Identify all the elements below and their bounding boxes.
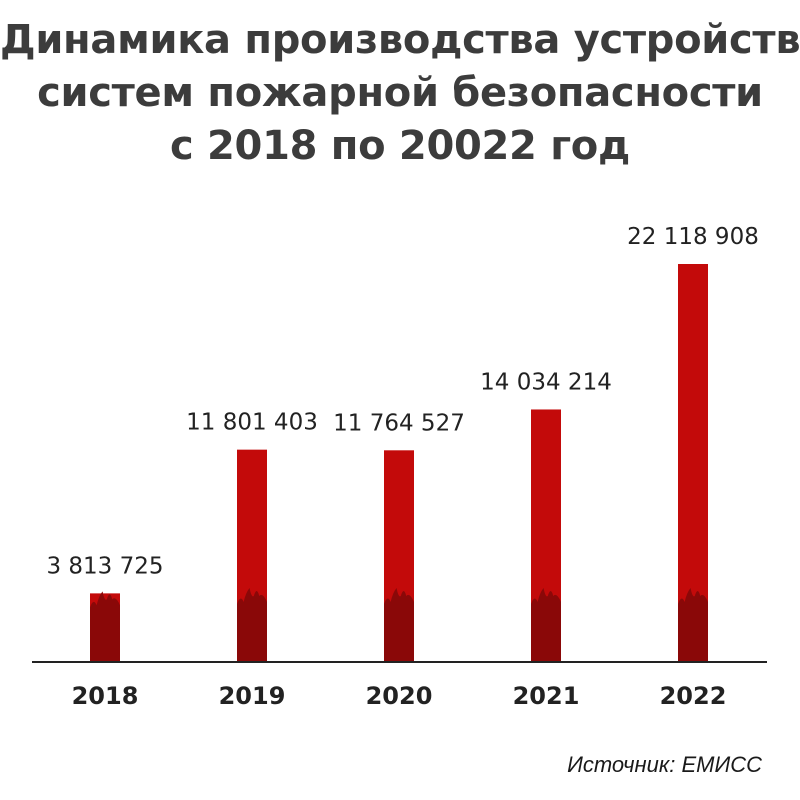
x-tick-label-2019: 2019 bbox=[219, 682, 286, 710]
bar-flame-2018 bbox=[90, 591, 120, 662]
bar-chart: 3 813 725 2018 11 801 403 2019 11 764 527 202… bbox=[32, 224, 767, 710]
bar-flame-2020 bbox=[384, 588, 414, 662]
value-label-2022: 22 118 908 bbox=[627, 224, 759, 250]
x-tick-label-2022: 2022 bbox=[660, 682, 727, 710]
bar-flame-2021 bbox=[531, 588, 561, 662]
x-tick-label-2018: 2018 bbox=[72, 682, 139, 710]
bar-flame-2022 bbox=[678, 588, 708, 662]
x-tick-label-2021: 2021 bbox=[513, 682, 580, 710]
title-line-1: Динамика производства устройств bbox=[0, 17, 800, 63]
bar-flame-2019 bbox=[237, 588, 267, 662]
title-line-3: с 2018 по 20022 год bbox=[169, 123, 630, 169]
source-note: Источник: ЕМИСС bbox=[567, 752, 762, 777]
chart-title: Динамика производства устройств систем п… bbox=[0, 14, 800, 173]
value-label-2021: 14 034 214 bbox=[480, 369, 612, 395]
value-label-2020: 11 764 527 bbox=[333, 410, 465, 436]
title-line-2: систем пожарной безопасности bbox=[37, 70, 763, 116]
value-label-2019: 11 801 403 bbox=[186, 410, 318, 436]
x-tick-label-2020: 2020 bbox=[366, 682, 433, 710]
value-label-2018: 3 813 725 bbox=[46, 553, 163, 579]
